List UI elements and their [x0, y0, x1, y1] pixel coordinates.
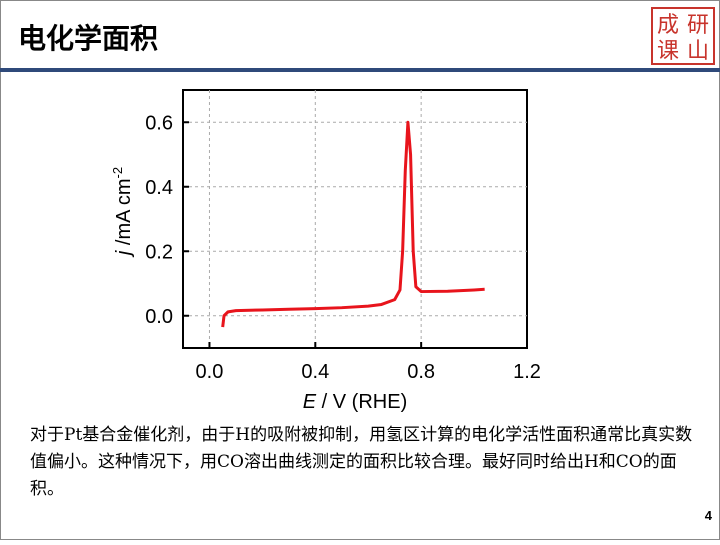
- logo-frame: [651, 7, 715, 65]
- x-tick-label: 1.2: [513, 361, 541, 383]
- logo-char: 成: [657, 13, 679, 38]
- y-axis-label-symbol: j: [113, 250, 135, 258]
- y-axis-label: j /mA cm-2: [110, 167, 135, 258]
- body-paragraph: 对于Pt基合金催化剂，由于H的吸附被抑制，用氢区计算的电化学活性面积通常比真实数…: [30, 425, 693, 499]
- x-axis-label-symbol: E: [303, 391, 317, 413]
- y-tick-label: 0.4: [145, 177, 173, 199]
- x-tick-label: 0.4: [301, 361, 329, 383]
- slide-title: 电化学面积: [18, 22, 158, 55]
- y-tick-label: 0.6: [145, 112, 173, 134]
- plot-frame: [182, 89, 528, 349]
- x-tick-label: 0.0: [196, 361, 224, 383]
- y-tick-label: 0.0: [145, 306, 173, 328]
- data-line: [221, 120, 485, 328]
- x-axis-label-text: / V (RHE): [316, 391, 407, 413]
- page-number: 4: [705, 508, 713, 523]
- y-tick-label: 0.2: [145, 241, 173, 263]
- logo: 成研课山: [651, 7, 715, 65]
- y-axis-label-sup: -2: [110, 167, 125, 179]
- x-tick-label: 0.8: [407, 361, 435, 383]
- logo-char: 研: [687, 13, 709, 38]
- header-rule: [0, 68, 720, 72]
- logo-char: 课: [657, 39, 679, 64]
- x-axis-label: E / V (RHE): [303, 391, 407, 413]
- logo-char: 山: [687, 39, 709, 64]
- y-axis-label-text: /mA cm: [113, 178, 135, 250]
